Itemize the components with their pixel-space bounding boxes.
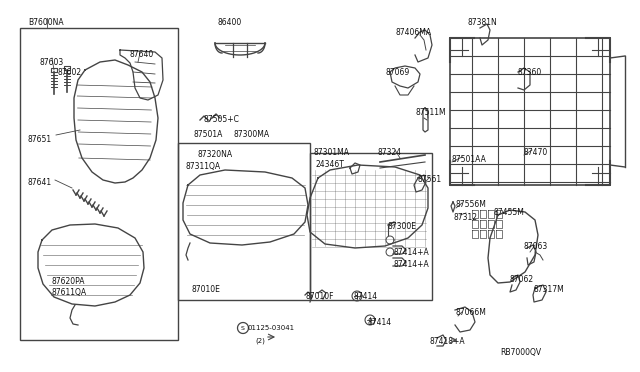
Text: 87381N: 87381N xyxy=(468,18,498,27)
Text: 87505+C: 87505+C xyxy=(203,115,239,124)
Text: 87651: 87651 xyxy=(28,135,52,144)
Text: S: S xyxy=(241,326,245,330)
Text: 87611QA: 87611QA xyxy=(52,288,87,297)
Text: 87062: 87062 xyxy=(509,275,533,284)
Text: 87455M: 87455M xyxy=(494,208,525,217)
Text: 87603: 87603 xyxy=(40,58,64,67)
Text: RB7000QV: RB7000QV xyxy=(500,348,541,357)
Text: 87300E: 87300E xyxy=(388,222,417,231)
Text: 87561: 87561 xyxy=(418,175,442,184)
Text: 87556M: 87556M xyxy=(455,200,486,209)
Text: 87320NA: 87320NA xyxy=(198,150,233,159)
Text: 87641: 87641 xyxy=(28,178,52,187)
Text: 87317M: 87317M xyxy=(533,285,564,294)
Text: 87406MA: 87406MA xyxy=(395,28,431,37)
Text: 86400: 86400 xyxy=(218,18,243,27)
Text: 87511M: 87511M xyxy=(415,108,445,117)
Text: 87418+A: 87418+A xyxy=(430,337,466,346)
Bar xyxy=(310,153,432,300)
Text: 87414+A: 87414+A xyxy=(393,260,429,269)
Text: 87470: 87470 xyxy=(524,148,548,157)
Text: 87311QA: 87311QA xyxy=(185,162,220,171)
Text: 87501A: 87501A xyxy=(193,130,222,139)
Text: 87066M: 87066M xyxy=(455,308,486,317)
Text: 87069: 87069 xyxy=(385,68,409,77)
Bar xyxy=(20,28,178,340)
Text: 87063: 87063 xyxy=(523,242,547,251)
Text: (2): (2) xyxy=(255,337,265,343)
Text: B7600NA: B7600NA xyxy=(28,18,63,27)
Bar xyxy=(178,143,310,300)
Text: 87300MA: 87300MA xyxy=(234,130,270,139)
Text: 87360: 87360 xyxy=(518,68,542,77)
Text: 87501AA: 87501AA xyxy=(452,155,487,164)
Text: 01125-03041: 01125-03041 xyxy=(247,325,294,331)
Text: 87640: 87640 xyxy=(130,50,154,59)
Text: 87312: 87312 xyxy=(453,213,477,222)
Text: 87414: 87414 xyxy=(353,292,377,301)
Text: 87414: 87414 xyxy=(367,318,391,327)
Text: 87010F: 87010F xyxy=(305,292,333,301)
Text: 24346T: 24346T xyxy=(316,160,345,169)
Text: 87301MA: 87301MA xyxy=(313,148,349,157)
Text: 87010E: 87010E xyxy=(192,285,221,294)
Text: 87324: 87324 xyxy=(378,148,402,157)
Text: 87414+A: 87414+A xyxy=(393,248,429,257)
Text: 87602: 87602 xyxy=(57,68,81,77)
Text: 87620PA: 87620PA xyxy=(52,277,86,286)
